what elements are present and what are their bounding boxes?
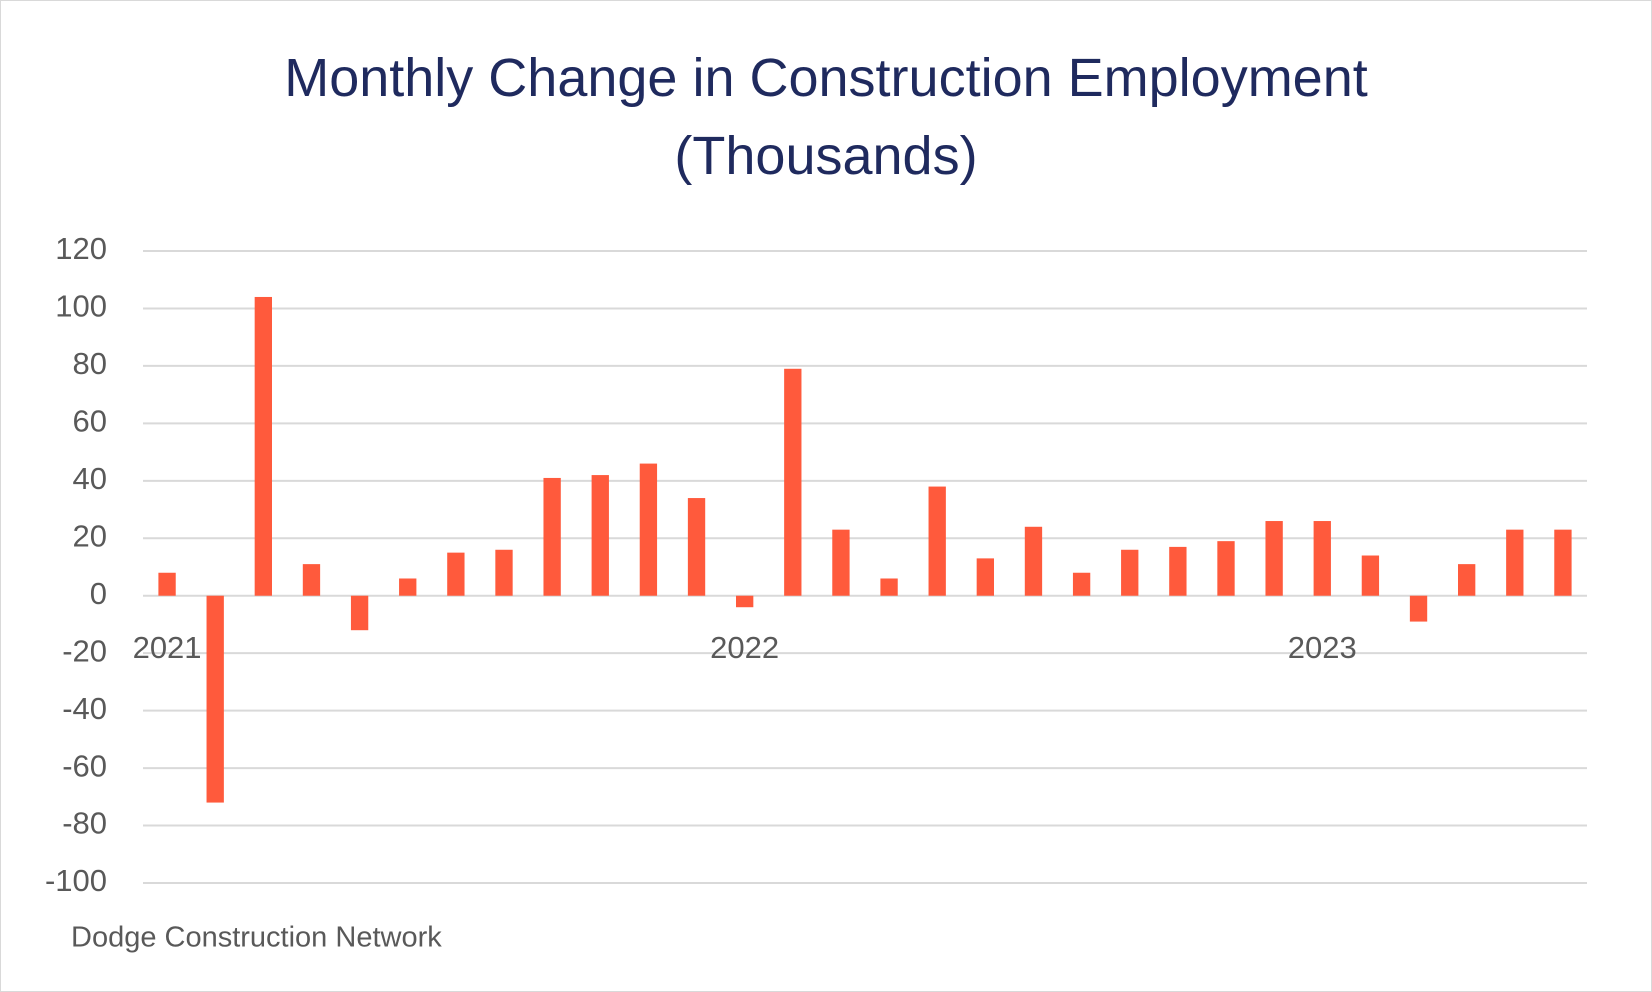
y-tick-label: 60 <box>73 404 107 439</box>
chart-title: Monthly Change in Construction Employmen… <box>284 48 1368 186</box>
bar <box>591 475 609 596</box>
bar <box>302 564 321 596</box>
x-tick-label: 2022 <box>710 630 779 665</box>
bar <box>639 463 658 596</box>
bar <box>880 578 898 596</box>
bar <box>1217 541 1235 596</box>
y-tick-label: 20 <box>73 518 107 553</box>
y-tick-label: 100 <box>55 289 107 324</box>
y-tick-label: -20 <box>62 633 107 668</box>
bar <box>350 595 369 631</box>
bar <box>1072 572 1091 596</box>
y-tick-label: 80 <box>73 346 107 381</box>
bar <box>254 296 272 596</box>
bar <box>1169 546 1187 596</box>
bar <box>1265 521 1283 596</box>
y-tick-label: -40 <box>62 691 107 726</box>
bar <box>976 558 994 596</box>
bar <box>1024 526 1043 596</box>
y-tick-label: 0 <box>90 576 107 611</box>
y-tick-label: -60 <box>62 748 107 783</box>
bar <box>1554 529 1572 596</box>
y-tick-label: 120 <box>55 231 107 266</box>
bar <box>1361 555 1380 596</box>
source-note: Dodge Construction Network <box>71 922 442 954</box>
bar <box>1313 521 1331 596</box>
x-tick-label: 2023 <box>1288 630 1357 665</box>
bar <box>543 477 561 596</box>
bar <box>1506 529 1524 596</box>
bar <box>1121 549 1139 596</box>
bar <box>687 498 706 596</box>
bar <box>158 572 176 596</box>
bar <box>1409 595 1428 622</box>
bar <box>928 486 946 596</box>
y-tick-label: 40 <box>73 461 107 496</box>
bar <box>399 578 417 596</box>
x-tick-label: 2021 <box>133 630 202 665</box>
bar <box>1458 564 1476 596</box>
bar <box>832 529 850 596</box>
bar <box>447 552 465 596</box>
bar <box>784 368 802 596</box>
bar <box>736 595 754 608</box>
bar <box>495 549 513 596</box>
y-tick-label: -80 <box>62 806 107 841</box>
y-tick-label: -100 <box>45 863 107 898</box>
bar <box>206 595 224 803</box>
